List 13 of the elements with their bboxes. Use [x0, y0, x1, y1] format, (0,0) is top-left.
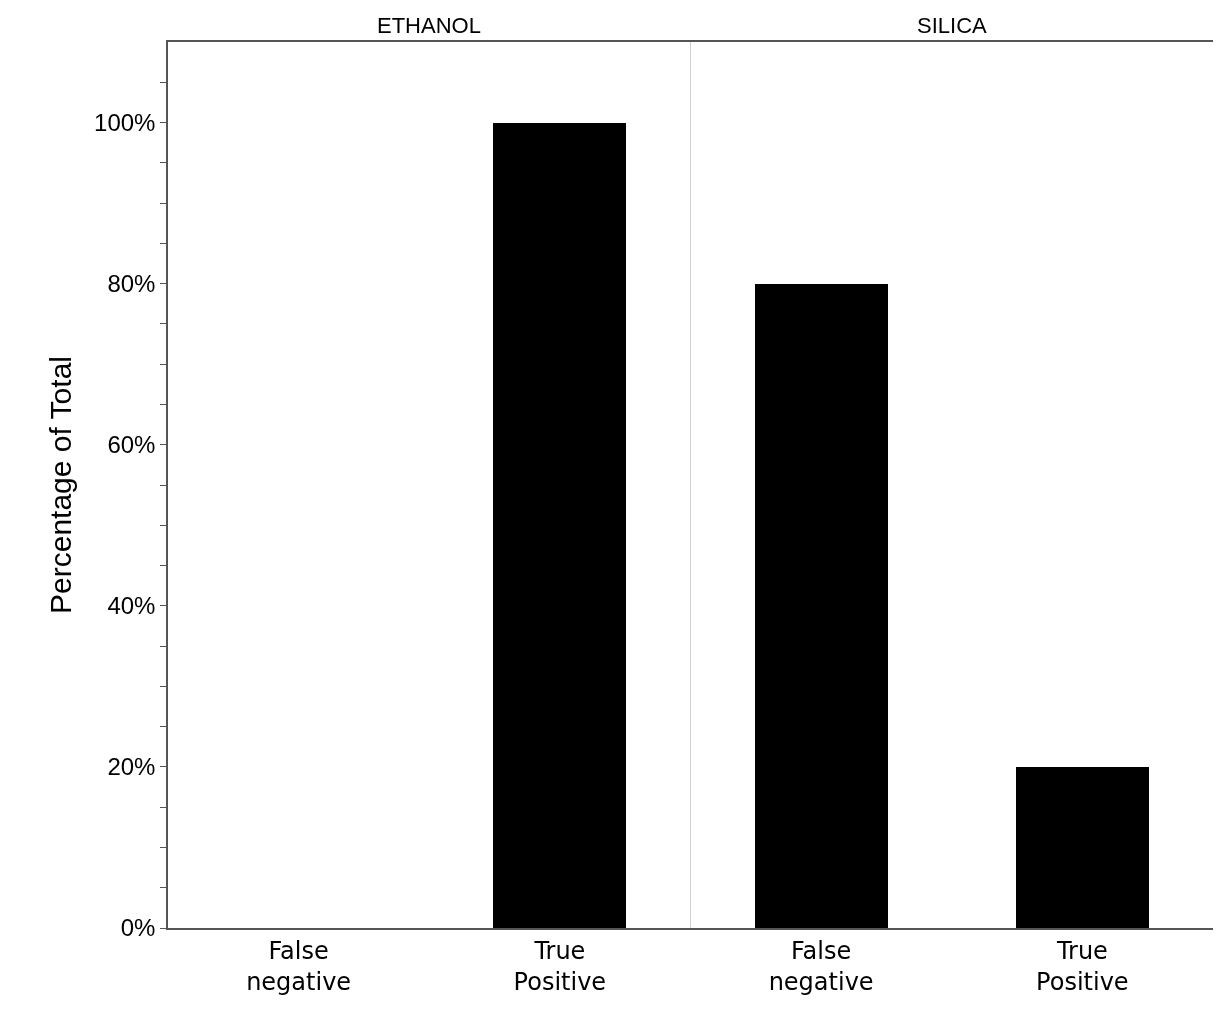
x-tick-label: False negative [246, 936, 352, 996]
y-tick-label: 0% [120, 914, 156, 942]
y-tick-label: 80% [107, 270, 156, 298]
x-tick-label: False negative [768, 936, 874, 996]
y-tick-label: 20% [107, 753, 156, 781]
x-tick-label: True Positive [513, 936, 607, 996]
y-axis-title: Percentage of Total [43, 356, 77, 614]
y-tick-label: 40% [107, 592, 156, 620]
y-tick-label: 100% [94, 108, 156, 136]
chart-title: ETHANOL [377, 13, 481, 38]
chart-title: SILICA [917, 13, 988, 38]
x-tick-label: True Positive [1036, 936, 1129, 996]
y-tick-label: 60% [107, 431, 156, 459]
